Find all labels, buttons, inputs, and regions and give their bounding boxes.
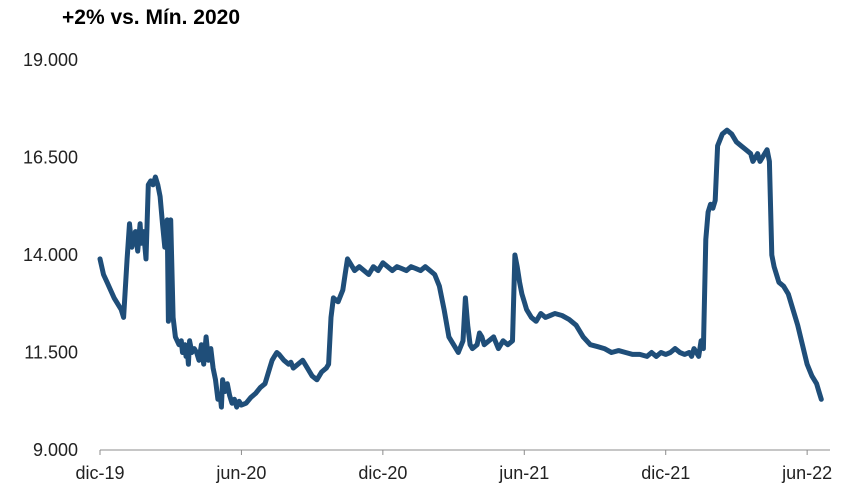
x-tick-label: dic-20 bbox=[358, 463, 407, 483]
series-layer bbox=[97, 127, 824, 410]
x-tick-label: jun-22 bbox=[781, 463, 832, 483]
series-line bbox=[97, 127, 824, 410]
x-tick-label: jun-20 bbox=[215, 463, 266, 483]
y-tick-label: 19.000 bbox=[23, 50, 78, 70]
y-tick-label: 11.500 bbox=[24, 343, 78, 363]
y-tick-label: 9.000 bbox=[33, 440, 78, 460]
y-tick-label: 16.500 bbox=[23, 148, 78, 168]
x-tick-label: dic-19 bbox=[75, 463, 124, 483]
y-tick-label: 14.000 bbox=[23, 245, 78, 265]
x-tick-label: dic-21 bbox=[641, 463, 690, 483]
x-tick-label: jun-21 bbox=[498, 463, 549, 483]
chart-title: +2% vs. Mín. 2020 bbox=[62, 6, 241, 29]
x-axis: dic-19 jun-20 dic-20 jun-21 dic-21 jun-22 bbox=[75, 449, 832, 483]
y-axis: 9.000 11.500 14.000 16.500 19.000 bbox=[23, 50, 78, 460]
